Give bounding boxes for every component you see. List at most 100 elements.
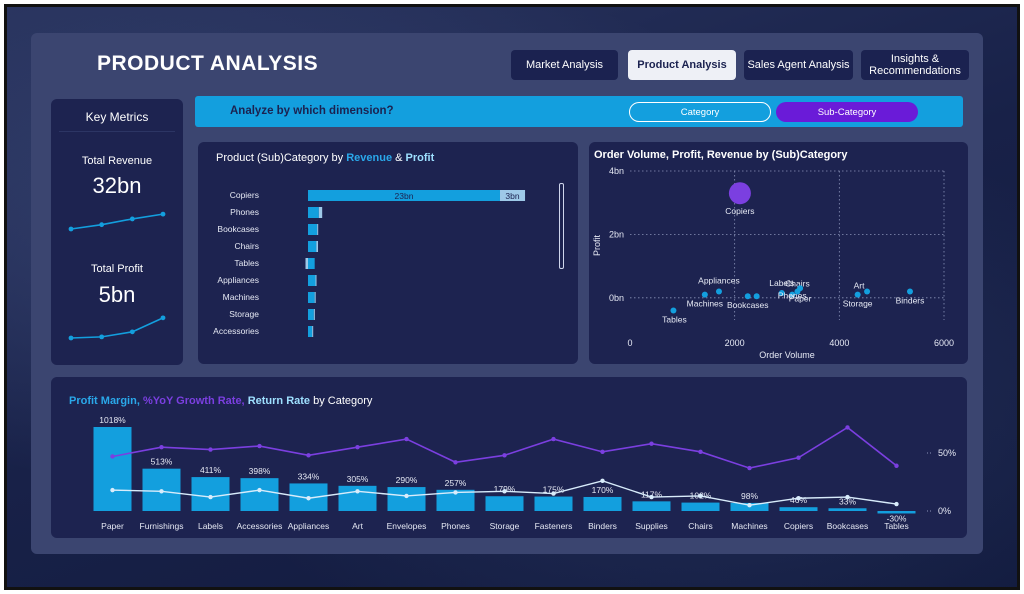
point-label: Binders bbox=[896, 295, 925, 305]
margin-bar bbox=[632, 501, 671, 511]
scatter-chart: 0bn 2bn 4bn 0 2000 4000 6000 Order Volume Profit… bbox=[592, 166, 954, 360]
margin-data-label: 411% bbox=[200, 465, 222, 475]
scatter-chart-title: Order Volume, Profit, Revenue by (Sub)Ca… bbox=[594, 149, 848, 161]
margin-data-label: 117% bbox=[641, 489, 663, 499]
category-label: Machines bbox=[223, 292, 259, 302]
scatter-point bbox=[789, 291, 796, 298]
x-tick-label: 0 bbox=[627, 338, 632, 348]
profit-data-label: 3bn bbox=[505, 191, 519, 201]
chart-title-profit: Profit bbox=[405, 152, 435, 164]
revenue-profit-panel: Product (Sub)Category by Revenue & Profi… bbox=[198, 142, 578, 364]
category-label: Art bbox=[352, 521, 364, 531]
combo-title-margin: Profit Margin, bbox=[69, 395, 143, 407]
growth-rate-point bbox=[453, 460, 458, 465]
sparkline-point bbox=[68, 226, 74, 232]
profit-bar bbox=[312, 326, 314, 337]
growth-rate-point bbox=[502, 453, 507, 458]
key-metrics-panel: Key Metrics Total Revenue 32bn Total Pro… bbox=[51, 99, 183, 365]
revenue-bar bbox=[308, 207, 319, 218]
chart-scrollbar[interactable] bbox=[559, 183, 564, 269]
sub-category-toggle-button[interactable]: Sub-Category bbox=[776, 102, 918, 122]
scatter-point bbox=[670, 307, 677, 314]
revenue-bar bbox=[308, 275, 316, 286]
margin-bar bbox=[485, 496, 524, 511]
scatter-point bbox=[797, 285, 804, 292]
category-label: Chairs bbox=[234, 241, 259, 251]
category-label: Fasteners bbox=[535, 521, 573, 531]
tab-market-analysis[interactable]: Market Analysis bbox=[511, 50, 618, 80]
total-profit-label: Total Profit bbox=[91, 263, 143, 275]
total-profit-value: 5bn bbox=[98, 282, 136, 307]
scatter-point bbox=[744, 293, 751, 300]
category-label: Tables bbox=[884, 521, 909, 531]
margin-data-label: 398% bbox=[249, 466, 271, 476]
sparkline-point bbox=[68, 335, 74, 341]
category-label: Accessories bbox=[237, 521, 283, 531]
chart-title-and: & bbox=[392, 152, 406, 164]
revenue-bar bbox=[308, 241, 317, 252]
return-rate-point bbox=[845, 494, 850, 500]
revenue-profit-chart-title: Product (Sub)Category by Revenue & Profi… bbox=[216, 152, 434, 164]
return-rate-point bbox=[257, 487, 262, 493]
margin-data-label: 513% bbox=[151, 457, 173, 467]
margin-bar bbox=[779, 507, 818, 511]
combo-title-suffix: by Category bbox=[310, 395, 373, 407]
return-rate-point bbox=[110, 487, 115, 493]
margin-data-label: 257% bbox=[445, 478, 467, 488]
point-label: Bookcases bbox=[727, 300, 769, 310]
page-title: PRODUCT ANALYSIS bbox=[97, 52, 319, 75]
category-label: Supplies bbox=[635, 521, 668, 531]
tab-insights-recommendations[interactable]: Insights & Recommendations bbox=[861, 50, 969, 80]
growth-rate-point bbox=[600, 449, 605, 455]
point-label: Tables bbox=[662, 314, 687, 324]
tab-product-analysis[interactable]: Product Analysis bbox=[628, 50, 736, 80]
dimension-selector-bar: Analyze by which dimension? Category Sub… bbox=[195, 96, 963, 127]
point-label: Phones bbox=[778, 291, 807, 301]
scatter-point bbox=[701, 291, 708, 298]
dimension-question: Analyze by which dimension? bbox=[230, 105, 394, 117]
return-rate-point bbox=[355, 489, 360, 494]
margin-data-label: 33% bbox=[839, 496, 856, 506]
scatter-point bbox=[753, 293, 760, 300]
sparkline-point bbox=[99, 222, 105, 228]
profit-bar bbox=[500, 190, 526, 201]
growth-rate-line bbox=[112, 426, 897, 469]
scatter-panel: Order Volume, Profit, Revenue by (Sub)Ca… bbox=[589, 142, 968, 364]
profit-sparkline bbox=[68, 315, 166, 341]
profit-margin-combo-chart: 1018% Paper 513% Furnishings 411% Labels 398% A… bbox=[93, 415, 956, 531]
revenue-bar bbox=[308, 326, 313, 337]
category-label: Machines bbox=[731, 521, 767, 531]
scatter-point bbox=[864, 288, 871, 295]
return-rate-point bbox=[404, 493, 409, 499]
category-toggle-button[interactable]: Category bbox=[629, 102, 771, 122]
y2-tick-label: 50% bbox=[938, 448, 956, 458]
profit-margin-panel: Profit Margin, %YoY Growth Rate, Return … bbox=[51, 377, 967, 538]
growth-rate-point bbox=[208, 447, 213, 452]
combo-chart-title: Profit Margin, %YoY Growth Rate, Return … bbox=[69, 395, 372, 407]
growth-rate-point bbox=[649, 441, 654, 446]
point-label: Chairs bbox=[785, 278, 810, 288]
margin-bar bbox=[877, 511, 916, 514]
growth-rate-point bbox=[159, 445, 164, 450]
category-label: Labels bbox=[198, 521, 223, 531]
margin-data-label: 334% bbox=[298, 471, 320, 481]
x-tick-label: 6000 bbox=[934, 338, 954, 348]
return-rate-point bbox=[502, 489, 507, 494]
point-label: Storage bbox=[843, 299, 873, 309]
category-label: Chairs bbox=[688, 521, 713, 531]
growth-rate-point bbox=[110, 454, 115, 459]
y-tick-label: 0bn bbox=[609, 293, 624, 303]
margin-data-label: 305% bbox=[347, 474, 369, 484]
revenue-bar bbox=[308, 292, 315, 303]
total-revenue-value: 32bn bbox=[92, 173, 142, 198]
tab-sales-agent-analysis[interactable]: Sales Agent Analysis bbox=[744, 50, 853, 80]
growth-rate-point bbox=[747, 465, 752, 471]
revenue-data-label: 23bn bbox=[395, 191, 414, 201]
profit-bar bbox=[315, 275, 317, 286]
growth-rate-point bbox=[551, 436, 556, 442]
revenue-bar bbox=[308, 224, 318, 235]
margin-bar bbox=[534, 496, 573, 511]
category-label: Envelopes bbox=[387, 521, 427, 531]
y-tick-label: 4bn bbox=[609, 166, 624, 176]
profit-bar bbox=[314, 292, 316, 303]
